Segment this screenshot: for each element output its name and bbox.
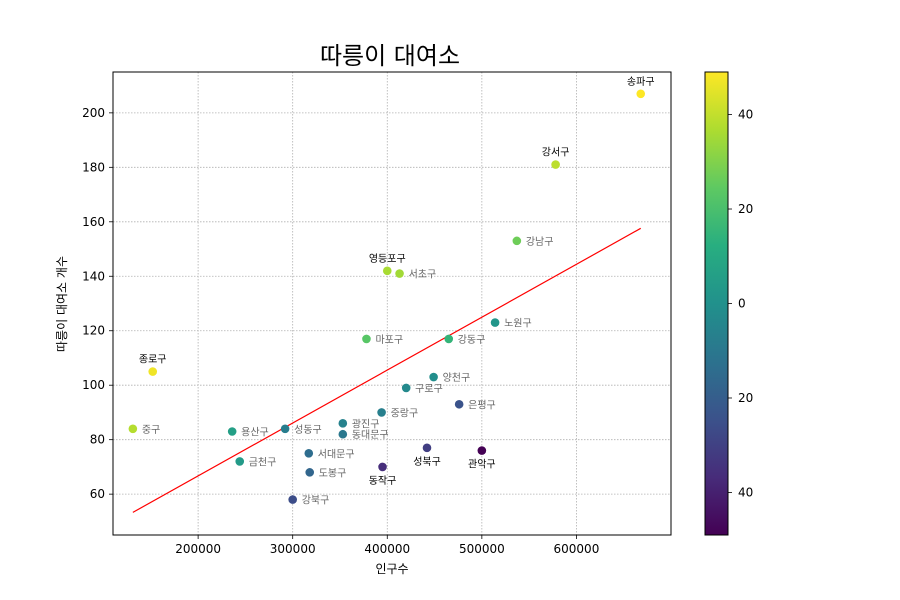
point-label: 용산구 <box>241 427 269 439</box>
point-label: 금천구 <box>249 456 277 468</box>
data-point <box>401 383 411 393</box>
point-label: 송파구 <box>627 76 655 88</box>
point-label: 광진구 <box>352 418 380 430</box>
x-tick-label: 300000 <box>270 542 316 556</box>
point-label: 관악구 <box>468 459 496 471</box>
point-label: 중랑구 <box>391 407 419 419</box>
data-point <box>288 495 297 504</box>
data-point <box>227 427 237 436</box>
data-point <box>382 266 392 276</box>
x-axis: 200000 300000 400000 500000 600000 <box>175 535 599 556</box>
data-point <box>395 269 404 278</box>
point-label: 영등포구 <box>369 253 406 265</box>
point-label: 구로구 <box>415 384 443 395</box>
trend-line-group <box>132 227 642 513</box>
x-axis-label: 인구수 <box>375 562 408 576</box>
point-label: 동작구 <box>369 475 397 487</box>
data-point <box>636 89 646 99</box>
data-point <box>362 334 371 344</box>
data-point <box>422 443 432 453</box>
data-point <box>128 424 138 434</box>
y-tick-label: 140 <box>82 269 105 283</box>
point-label: 은평구 <box>468 399 496 411</box>
y-axis-label: 따릉이 대여소 개수 <box>55 256 69 352</box>
trend-line <box>132 227 642 513</box>
y-tick-label: 100 <box>82 378 105 392</box>
data-point <box>490 318 500 327</box>
point-label: 마포구 <box>375 334 403 346</box>
colorbar-tick-label: 20 <box>738 391 753 405</box>
point-label: 성북구 <box>413 456 441 468</box>
point-label: 노원구 <box>504 318 532 330</box>
data-point <box>551 160 560 169</box>
colorbar-tick-label: 20 <box>738 202 753 216</box>
data-point <box>338 429 348 439</box>
y-tick-label: 200 <box>82 106 105 120</box>
data-point <box>477 446 487 455</box>
colorbar-tick-label: 40 <box>738 108 753 122</box>
data-point <box>378 462 387 472</box>
point-label: 서대문구 <box>318 448 355 460</box>
y-tick-label: 80 <box>90 433 105 447</box>
x-tick-label: 600000 <box>554 542 600 556</box>
point-label: 동대문구 <box>352 429 389 441</box>
y-axis: 60 80 100 120 140 160 180 200 <box>82 106 113 501</box>
data-point <box>235 457 245 466</box>
x-tick-label: 500000 <box>459 542 505 556</box>
data-point <box>512 236 522 246</box>
point-label: 강서구 <box>542 147 570 159</box>
colorbar-ticks: 40 20 0 20 40 <box>728 108 753 499</box>
point-label: 도봉구 <box>319 467 347 479</box>
x-tick-label: 400000 <box>364 542 410 556</box>
data-point <box>280 424 290 434</box>
point-label: 성동구 <box>294 424 322 436</box>
y-tick-label: 60 <box>90 487 105 501</box>
point-label: 강남구 <box>526 236 554 248</box>
point-label: 양천구 <box>443 372 471 384</box>
data-point <box>429 372 438 382</box>
data-point <box>454 399 464 409</box>
x-tick-label: 200000 <box>175 542 221 556</box>
point-label: 강북구 <box>302 495 330 507</box>
y-tick-label: 120 <box>82 324 105 338</box>
chart-title: 따릉이 대여소 <box>320 42 460 70</box>
data-point <box>444 334 454 344</box>
colorbar-tick-label: 0 <box>738 297 746 311</box>
data-point <box>305 468 315 477</box>
point-label: 강동구 <box>458 334 486 346</box>
data-point <box>338 419 348 428</box>
plot-frame <box>112 71 672 536</box>
point-label: 중구 <box>142 424 160 436</box>
grid-lines <box>113 72 671 535</box>
data-point <box>304 448 314 458</box>
data-point <box>377 408 386 417</box>
data-point <box>148 367 158 376</box>
y-tick-label: 160 <box>82 215 105 229</box>
y-tick-label: 180 <box>82 160 105 174</box>
colorbar-tick-label: 40 <box>738 485 753 499</box>
point-label: 서초구 <box>409 269 437 281</box>
point-label: 종로구 <box>139 354 167 366</box>
scatter-points <box>128 89 646 504</box>
colorbar <box>704 71 729 536</box>
